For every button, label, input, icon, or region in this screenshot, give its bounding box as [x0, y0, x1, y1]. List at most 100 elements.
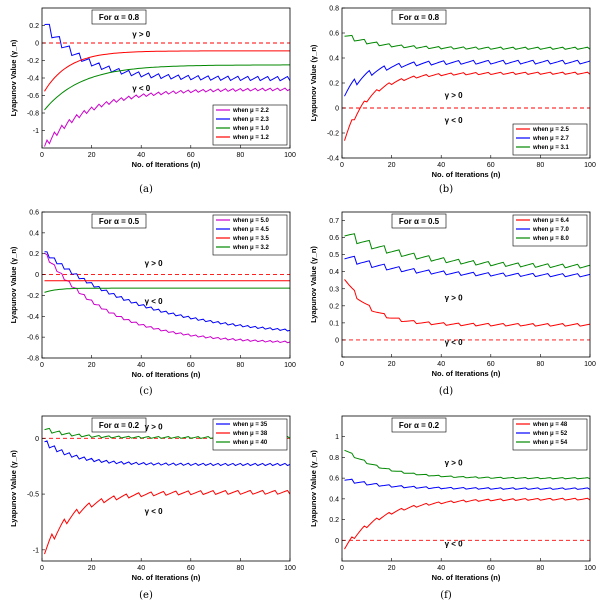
panel-caption: (e)	[139, 590, 153, 601]
legend: when μ = 2.2 when μ = 2.3 when μ = 1.0 when…	[212, 104, 288, 146]
legend-entry: when μ = 35	[232, 422, 268, 428]
x-tick-label: 60	[187, 152, 195, 159]
axes-frame	[341, 415, 591, 562]
y-tick-label: -0.4	[27, 314, 39, 321]
x-tick-label: 80	[537, 361, 545, 368]
legend-frame	[512, 214, 588, 247]
x-tick-label: 0	[40, 362, 44, 369]
y-tick-label: -0.6	[27, 93, 39, 100]
legend-entry: when μ = 2.3	[232, 117, 270, 123]
x-tick-label: 0	[340, 565, 344, 572]
y-tick-label: 0	[35, 436, 39, 443]
series-line-2	[344, 59, 590, 97]
y-tick-label: 0.4	[29, 230, 39, 237]
y-tick-label: -1	[33, 547, 39, 554]
legend-entry: when μ = 3.5	[232, 236, 270, 242]
legend-frame	[212, 214, 288, 256]
y-tick-label: 0	[335, 106, 339, 113]
series-line-1	[344, 497, 590, 550]
chart-panel-6: 0 20 40 60 80 100 0 0.2 0.4 0.6 0.8 1 No. of Iterati…	[309, 415, 596, 601]
series-group	[344, 449, 590, 550]
y-tick-label: -0.2	[27, 58, 39, 65]
legend-entry: when μ = 8.0	[532, 236, 570, 242]
x-tick-label: 60	[487, 565, 495, 572]
alpha-label: For α = 0.2	[399, 421, 440, 430]
x-axis-label: No. of Iterations (n)	[132, 370, 201, 379]
legend: when μ = 6.4 when μ = 7.0 when μ = 8.0	[512, 214, 588, 247]
series-line-2	[44, 23, 290, 82]
y-tick-label: 0.4	[329, 269, 339, 276]
x-tick-label: 80	[537, 162, 545, 169]
legend-entry: when μ = 1.2	[232, 135, 270, 141]
x-axis-label: No. of Iterations (n)	[432, 573, 501, 582]
panel-caption: (a)	[139, 184, 153, 195]
series-line-1	[44, 87, 290, 147]
x-axis-label: No. of Iterations (n)	[132, 160, 201, 169]
y-tick-label: 0.2	[29, 251, 39, 258]
y-tick-label: 0.3	[329, 286, 339, 293]
alpha-label-frame	[391, 417, 447, 433]
series-group	[44, 23, 290, 147]
series-line-4	[44, 50, 290, 92]
alpha-label: For α = 0.5	[399, 217, 440, 226]
legend-entry: when μ = 2.2	[232, 108, 270, 114]
x-tick-label: 0	[340, 162, 344, 169]
x-tick-label: 100	[284, 152, 296, 159]
series-line-1	[344, 71, 590, 141]
y-tick-label: 1	[335, 434, 339, 441]
legend: when μ = 5.0 when μ = 4.5 when μ = 3.5 when…	[212, 214, 288, 256]
alpha-label-box: For α = 0.5	[391, 213, 447, 229]
y-tick-label: 0	[335, 337, 339, 344]
series-line-2	[344, 478, 590, 490]
y-tick-label: -0.5	[27, 492, 39, 499]
y-tick-label: 0.5	[329, 252, 339, 259]
legend-entry: when μ = 2.7	[532, 136, 570, 142]
x-tick-label: 80	[537, 565, 545, 572]
legend-entry: when μ = 48	[532, 422, 568, 428]
legend-entry: when μ = 40	[232, 440, 268, 446]
alpha-label: For α = 0.2	[99, 421, 140, 430]
series-line-2	[44, 489, 290, 555]
x-tick-label: 20	[88, 152, 96, 159]
panel-caption: (f)	[440, 590, 452, 601]
y-tick-label: 0	[335, 538, 339, 545]
series-group	[344, 34, 590, 141]
alpha-label-frame	[391, 213, 447, 229]
x-tick-label: 40	[437, 565, 445, 572]
x-tick-label: 80	[237, 152, 245, 159]
x-tick-label: 20	[88, 362, 96, 369]
y-tick-label: 0.4	[329, 56, 339, 63]
alpha-label-frame	[391, 9, 447, 25]
x-axis-label: No. of Iterations (n)	[432, 170, 501, 179]
alpha-label: For α = 0.5	[99, 217, 140, 226]
series-line-3	[344, 233, 590, 269]
y-tick-label: 0.2	[329, 303, 339, 310]
series-line-4	[44, 287, 290, 293]
x-tick-label: 100	[584, 162, 596, 169]
x-tick-label: 100	[284, 565, 296, 572]
x-tick-label: 40	[437, 361, 445, 368]
gamma-negative-label: γ < 0	[445, 116, 464, 125]
series-line-3	[44, 64, 290, 111]
chart-panel-1: 0 20 40 60 80 100 -1 -0.8 -0.6 -0.4 -0.2 0 0.2 No. of…	[9, 7, 296, 195]
gamma-negative-label: γ < 0	[132, 84, 151, 93]
gamma-negative-label: γ < 0	[145, 507, 164, 516]
y-tick-label: -0.2	[327, 131, 339, 138]
series-line-1	[44, 252, 290, 344]
x-axis-label: No. of Iterations (n)	[132, 573, 201, 582]
gamma-positive-label: γ > 0	[145, 259, 164, 268]
alpha-label-box: For α = 0.2	[91, 417, 147, 433]
y-tick-label: 0.4	[329, 496, 339, 503]
x-tick-label: 40	[137, 152, 145, 159]
legend-entry: when μ = 1.0	[232, 126, 270, 132]
y-axis-label: Lyapunov Value (γ_n)	[309, 44, 318, 121]
gamma-negative-label: γ < 0	[145, 297, 164, 306]
chart-panel-5: 0 20 40 60 80 100 -1 -0.5 0 No. of Iterations (n)…	[9, 415, 296, 601]
alpha-label-frame	[91, 9, 147, 25]
axes-frame	[41, 211, 291, 359]
chart-panel-4: 0 20 40 60 80 100 0 0.1 0.2 0.3 0.4 0.5 0.6 0.7 No. of…	[309, 211, 596, 397]
alpha-label-box: For α = 0.8	[91, 9, 147, 25]
y-axis-label: Lyapunov Value (γ_n)	[9, 246, 18, 323]
legend-entry: when μ = 5.0	[232, 218, 270, 224]
